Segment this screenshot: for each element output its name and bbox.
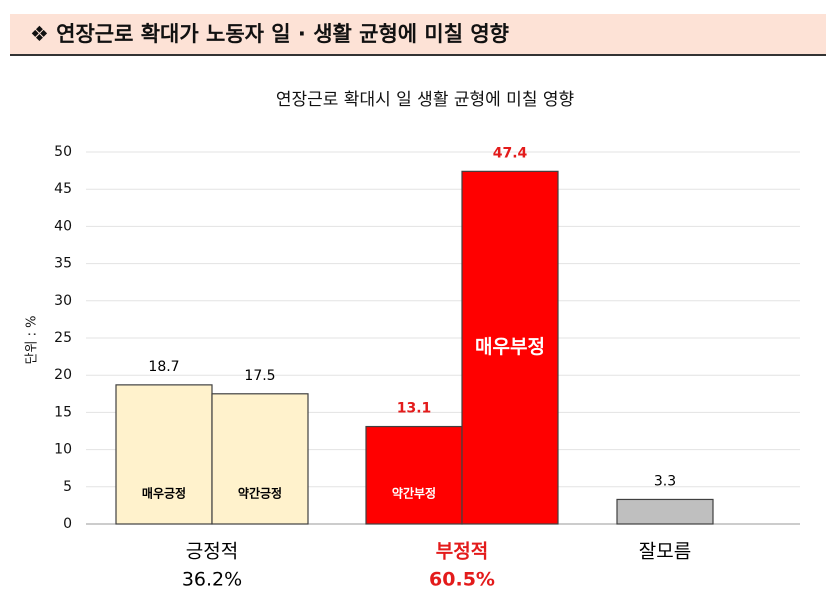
bar [211,393,309,525]
bar-label: 매우부정 [475,336,545,358]
bar-label: 약간부정 [392,486,436,501]
chart-title: 연장근로 확대시 일 생활 균형에 미칠 영향 [276,90,574,110]
y-tick-label: 40 [54,218,72,234]
group-total: 60.5% [429,569,495,591]
y-tick-label: 10 [54,442,72,458]
y-tick-label: 15 [54,404,72,420]
y-tick-label: 50 [54,144,72,160]
value-label: 17.5 [244,368,275,384]
bar [461,170,559,525]
bar [115,384,213,525]
value-label: 13.1 [397,401,432,417]
bar-label: 매우긍정 [142,486,186,501]
y-tick-label: 20 [54,367,72,383]
bar [616,498,714,525]
y-tick-label: 45 [54,181,72,197]
group-label: 긍정적 [186,541,238,563]
bar [365,425,463,525]
y-tick-label: 35 [54,256,72,272]
group-label: 잘모름 [639,541,691,563]
y-tick-label: 30 [54,293,72,309]
value-label: 47.4 [493,145,528,161]
value-label: 18.7 [148,359,179,375]
y-tick-label: 25 [54,330,72,346]
value-label: 3.3 [654,473,676,489]
y-axis-label: 단위 : % [25,316,40,365]
group-label: 부정적 [436,541,488,563]
header-title: ❖ 연장근로 확대가 노동자 일 · 생활 균형에 미칠 영향 [30,22,509,46]
y-tick-label: 5 [63,479,72,495]
y-tick-label: 0 [63,516,72,532]
bar-label: 약간긍정 [238,486,282,501]
group-total: 36.2% [182,569,242,591]
header-band [10,14,826,54]
